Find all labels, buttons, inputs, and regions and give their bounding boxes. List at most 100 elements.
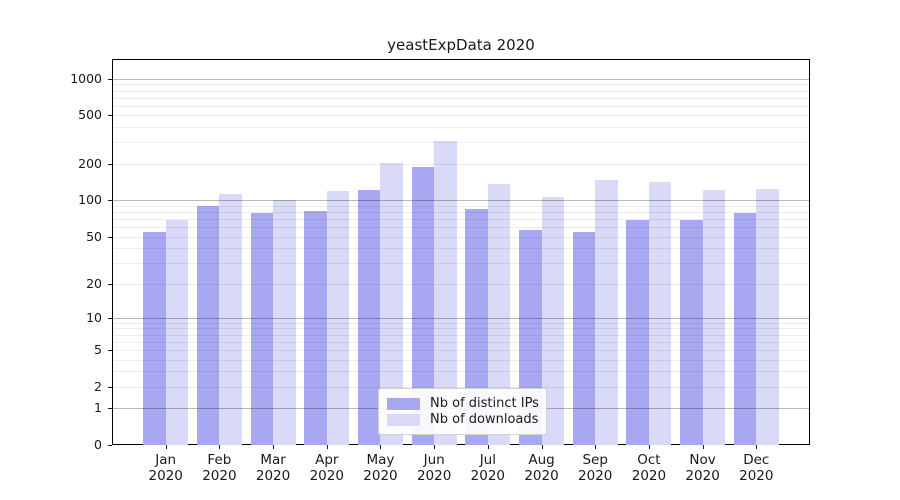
minor-gridline <box>113 341 809 343</box>
minor-gridline <box>113 227 809 229</box>
bar-downloads <box>702 190 726 445</box>
bar-distinct-ips <box>143 231 166 445</box>
x-tick-mark <box>648 445 650 449</box>
bar-downloads <box>273 200 296 445</box>
x-tick-label: Jan 2020 <box>148 452 183 484</box>
minor-gridline <box>113 283 809 285</box>
bar-distinct-ips <box>411 166 435 445</box>
y-tick-label: 20 <box>86 275 102 291</box>
minor-gridline <box>113 262 809 264</box>
x-tick-label: Apr 2020 <box>309 452 344 484</box>
major-gridline <box>113 317 809 319</box>
bar-downloads <box>595 179 618 445</box>
x-tick-mark <box>380 445 382 449</box>
bar-distinct-ips <box>626 220 649 445</box>
bar-distinct-ips <box>250 213 274 445</box>
minor-gridline <box>113 334 809 336</box>
y-tick-mark <box>108 163 112 165</box>
x-tick-mark <box>219 445 221 449</box>
minor-gridline <box>113 163 809 165</box>
minor-gridline <box>113 211 809 213</box>
bar-downloads <box>756 188 779 445</box>
x-tick-mark <box>756 445 758 449</box>
legend-swatch-distinct-ips <box>387 397 420 410</box>
bar-downloads <box>541 196 565 445</box>
y-tick-label: 200 <box>78 155 102 171</box>
x-tick-label: May 2020 <box>363 452 398 484</box>
bar-downloads <box>434 140 457 445</box>
y-tick-label: 10 <box>86 309 102 325</box>
bar-downloads <box>326 191 350 445</box>
minor-gridline <box>113 205 809 207</box>
y-tick-label: 1 <box>94 400 102 416</box>
x-tick-label: Jun 2020 <box>416 452 452 484</box>
minor-gridline <box>113 90 809 92</box>
minor-gridline <box>113 115 809 117</box>
y-tick-mark <box>108 115 112 117</box>
x-tick-mark <box>702 445 704 449</box>
major-gridline <box>113 78 809 80</box>
y-tick-mark <box>108 408 112 410</box>
y-tick-mark <box>108 78 112 80</box>
x-tick-label: Nov 2020 <box>685 452 720 484</box>
bar-distinct-ips <box>680 219 703 445</box>
bar-distinct-ips <box>304 211 327 445</box>
bar-downloads <box>380 163 403 445</box>
bar-downloads <box>648 182 672 445</box>
minor-gridline <box>113 105 809 107</box>
y-tick-label: 500 <box>78 107 102 123</box>
minor-gridline <box>113 248 809 250</box>
legend-label-downloads: Nb of downloads <box>430 412 539 427</box>
minor-gridline <box>113 349 809 351</box>
bar-downloads <box>165 220 189 445</box>
y-tick-label: 5 <box>94 341 102 357</box>
x-tick-label: Feb 2020 <box>202 452 237 484</box>
x-tick-mark <box>487 445 489 449</box>
y-tick-mark <box>108 200 112 202</box>
bar-distinct-ips <box>196 205 220 445</box>
minor-gridline <box>113 359 809 361</box>
y-tick-label: 1000 <box>70 70 102 86</box>
x-tick-mark <box>273 445 275 449</box>
chart-title: yeastExpData 2020 <box>387 36 535 54</box>
y-tick-mark <box>108 386 112 388</box>
x-tick-mark <box>434 445 436 449</box>
minor-gridline <box>113 236 809 238</box>
bar-distinct-ips <box>357 189 381 445</box>
y-tick-mark <box>108 236 112 238</box>
x-tick-mark <box>165 445 167 449</box>
minor-gridline <box>113 84 809 86</box>
x-tick-label: Oct 2020 <box>631 452 667 484</box>
x-tick-label: Aug 2020 <box>524 452 559 484</box>
bar-downloads <box>219 194 242 445</box>
y-tick-label: 50 <box>86 228 102 244</box>
x-tick-mark <box>326 445 328 449</box>
minor-gridline <box>113 127 809 129</box>
bar-downloads <box>487 183 511 445</box>
y-tick-label: 0 <box>94 437 102 452</box>
minor-gridline <box>113 371 809 373</box>
legend-label-distinct-ips: Nb of distinct IPs <box>430 396 539 411</box>
minor-gridline <box>113 322 809 324</box>
x-tick-label: Dec 2020 <box>739 452 774 484</box>
legend-item-downloads: Nb of downloads <box>387 412 538 427</box>
bar-distinct-ips <box>572 231 596 445</box>
minor-gridline <box>113 142 809 144</box>
y-tick-mark <box>108 317 112 319</box>
bar-distinct-ips <box>733 213 757 445</box>
y-tick-label: 2 <box>94 378 102 394</box>
y-tick-mark <box>108 349 112 351</box>
x-tick-label: Sep 2020 <box>578 452 613 484</box>
legend-swatch-downloads <box>387 413 420 426</box>
legend: Nb of distinct IPs Nb of downloads <box>378 388 547 435</box>
legend-item-distinct-ips: Nb of distinct IPs <box>387 396 539 411</box>
y-tick-mark <box>108 283 112 285</box>
bar-distinct-ips <box>465 209 488 445</box>
minor-gridline <box>113 328 809 330</box>
plot-area <box>112 59 810 445</box>
x-tick-label: Jul 2020 <box>470 452 506 484</box>
y-tick-mark <box>108 445 112 446</box>
x-tick-mark <box>595 445 597 449</box>
minor-gridline <box>113 97 809 99</box>
